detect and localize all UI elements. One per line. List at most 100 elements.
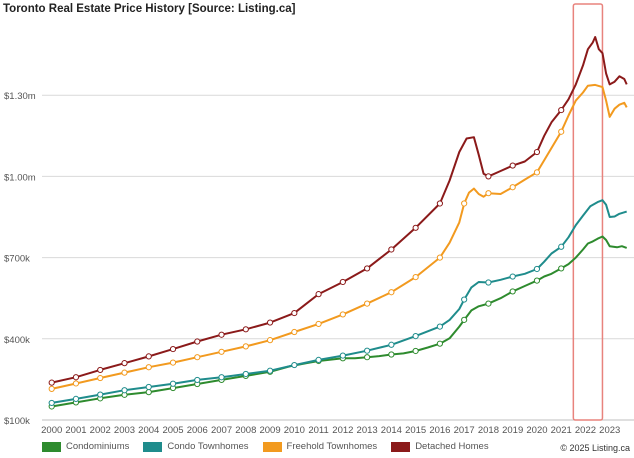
- legend-item: Detached Homes: [391, 441, 489, 452]
- data-point: [97, 391, 104, 398]
- data-point: [388, 341, 395, 348]
- legend-swatch: [143, 441, 163, 452]
- y-tick-label: $1.00m: [4, 172, 36, 183]
- x-tick-label: 2022: [575, 425, 596, 436]
- data-point: [291, 361, 298, 369]
- data-point: [48, 385, 55, 392]
- data-point: [558, 128, 565, 135]
- data-point: [145, 389, 152, 396]
- copyright-text: © 2025 Listing.ca: [560, 443, 630, 453]
- data-point: [242, 326, 249, 333]
- data-point: [388, 289, 395, 296]
- data-point: [145, 364, 152, 371]
- data-point: [461, 296, 468, 303]
- y-tick-label: $1.30m: [4, 91, 36, 102]
- data-point: [48, 379, 55, 386]
- series-line: [51, 235, 628, 408]
- data-point: [145, 353, 152, 360]
- x-tick-label: 2018: [478, 425, 499, 436]
- highlight-region: [572, 3, 604, 421]
- x-tick-label: 2005: [162, 425, 183, 436]
- x-tick-label: 2008: [235, 425, 256, 436]
- series-line: [51, 199, 627, 404]
- data-point: [339, 278, 346, 286]
- data-point: [315, 291, 322, 298]
- data-point: [388, 351, 395, 358]
- data-point: [364, 300, 371, 307]
- x-tick-label: 2002: [90, 425, 111, 436]
- chart-title: Toronto Real Estate Price History [Sourc…: [3, 3, 296, 15]
- data-point: [533, 277, 541, 284]
- data-point: [242, 370, 249, 378]
- highlight-rect: [572, 3, 604, 421]
- data-point: [339, 311, 346, 318]
- data-point: [72, 395, 80, 402]
- legend-label: Detached Homes: [415, 441, 489, 452]
- x-tick-label: 2013: [357, 425, 378, 436]
- data-point: [558, 265, 565, 272]
- legend-swatch: [391, 441, 411, 452]
- series-freehold-townhomes: [48, 83, 628, 392]
- data-point: [533, 169, 541, 176]
- x-tick-label: 2003: [114, 425, 135, 436]
- x-tick-label: 2007: [211, 425, 232, 436]
- x-tick-label: 2011: [308, 425, 328, 436]
- data-point: [194, 338, 201, 345]
- data-point: [558, 243, 565, 250]
- data-point: [291, 309, 298, 317]
- data-point: [97, 366, 104, 374]
- data-point: [48, 399, 55, 407]
- x-tick-label: 2014: [381, 425, 402, 436]
- data-point: [266, 367, 274, 374]
- data-point: [97, 374, 104, 382]
- data-point: [485, 173, 492, 180]
- x-tick-label: 2021: [551, 425, 572, 436]
- data-point: [485, 190, 492, 197]
- x-tick-label: 2004: [138, 425, 159, 436]
- legend-item: Condo Townhomes: [143, 441, 249, 452]
- legend-label: Condominiums: [66, 441, 130, 452]
- data-point: [266, 319, 274, 326]
- data-point: [412, 347, 419, 355]
- x-tick-label: 2001: [65, 425, 86, 436]
- data-point: [509, 162, 516, 169]
- data-point: [72, 380, 80, 387]
- legend-label: Freehold Townhomes: [286, 441, 378, 452]
- data-point: [339, 352, 346, 359]
- series-line: [51, 83, 628, 390]
- series-condo-townhomes: [48, 199, 627, 407]
- legend-swatch: [262, 441, 282, 452]
- data-point: [509, 273, 516, 280]
- x-tick-label: 2010: [284, 425, 305, 436]
- data-point: [436, 254, 444, 261]
- series-condominiums: [48, 235, 628, 410]
- data-point: [169, 359, 177, 366]
- grid-lines: [42, 94, 634, 421]
- y-tick-label: $700k: [4, 254, 30, 265]
- data-point: [315, 356, 322, 364]
- x-tick-label: 2023: [599, 425, 620, 436]
- x-tick-label: 2016: [429, 425, 450, 436]
- legend: Condominiums Condo Townhomes Freehold Town…: [42, 441, 503, 452]
- data-point: [72, 374, 80, 381]
- data-point: [412, 273, 419, 281]
- x-tick-label: 2000: [41, 425, 62, 436]
- data-point: [364, 347, 371, 354]
- x-tick-label: 2009: [259, 425, 280, 436]
- x-tick-label: 2015: [405, 425, 426, 436]
- data-point: [412, 224, 419, 231]
- data-point: [242, 343, 249, 350]
- data-point: [509, 288, 516, 295]
- legend-swatch: [42, 441, 61, 452]
- series-line: [51, 36, 628, 384]
- data-point: [509, 184, 516, 191]
- data-point: [121, 369, 128, 376]
- data-point: [485, 279, 492, 286]
- data-point: [194, 376, 201, 384]
- data-point: [364, 354, 371, 361]
- data-point: [533, 265, 541, 273]
- data-point: [533, 148, 541, 156]
- x-tick-label: 2012: [332, 425, 353, 436]
- y-tick-label: $400k: [4, 335, 30, 346]
